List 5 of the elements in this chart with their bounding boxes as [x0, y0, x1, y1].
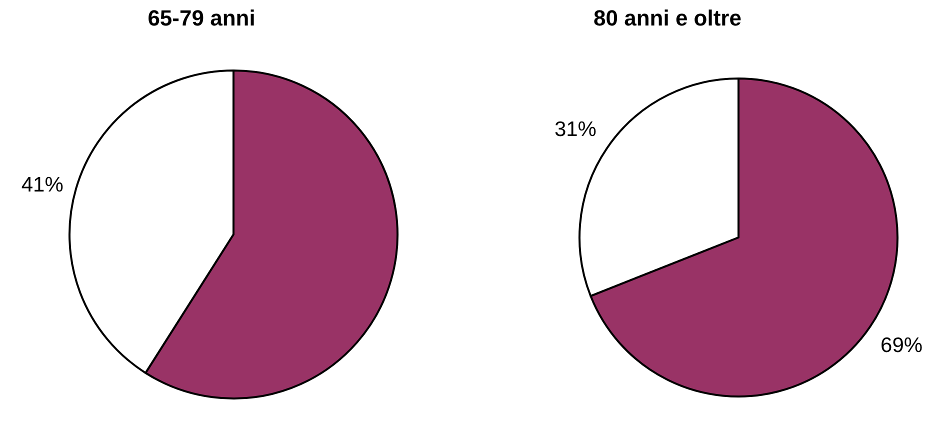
data-label: 31%: [554, 118, 596, 141]
data-label: 41%: [21, 174, 64, 197]
data-label: 69%: [880, 334, 923, 358]
chart-title: 80 anni e oltre: [594, 6, 742, 30]
chart-title: 65-79 anni: [148, 6, 256, 30]
